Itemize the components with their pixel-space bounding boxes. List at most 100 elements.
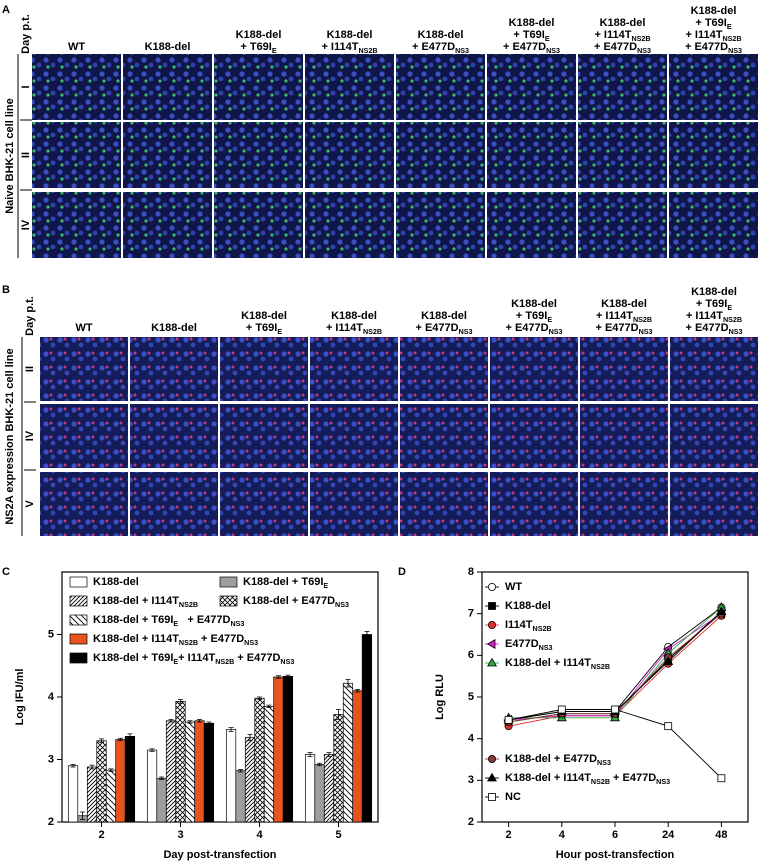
- legend-marker: [488, 602, 496, 610]
- micrograph: [669, 54, 758, 120]
- panel-letter: C: [2, 566, 10, 578]
- column-header-sub: E: [277, 328, 282, 336]
- column-header-part: K188-del: [600, 17, 646, 29]
- legend-label-part: + E477D: [610, 772, 656, 784]
- legend-hatch: [70, 596, 87, 606]
- column-header-sub: E: [545, 35, 550, 43]
- row-label: II: [20, 152, 32, 158]
- x-axis-title: Hour post-transfection: [556, 849, 675, 861]
- error-bar: [108, 768, 114, 772]
- column-header: + I114TNS2B: [685, 29, 741, 43]
- error-bar: [80, 811, 86, 820]
- column-header: K188-del: [691, 5, 737, 17]
- legend-label-part: + E477D: [198, 633, 244, 645]
- column-header-sub: NS2B: [722, 35, 741, 43]
- legend-label: K188-del + I114TNS2B + E477DNS3: [93, 633, 258, 647]
- column-header-sub: NS3: [459, 328, 473, 336]
- column-header-part: K188-del: [601, 298, 647, 310]
- micrograph: [123, 54, 212, 120]
- legend-swatch: [69, 633, 88, 645]
- legend-label-part: + I114T: [178, 652, 215, 664]
- x-tick-label: 4: [559, 829, 566, 841]
- micrograph: [578, 192, 667, 258]
- error-bar: [326, 752, 332, 757]
- micrograph: [32, 122, 121, 188]
- error-bar: [228, 727, 234, 732]
- micrograph: [490, 472, 578, 536]
- column-header: K188-del: [331, 310, 377, 322]
- micrograph: [130, 472, 218, 536]
- column-header: K188-del: [600, 17, 646, 29]
- column-header: K188-del: [327, 29, 373, 41]
- y-tick-label: 2: [468, 816, 474, 828]
- micrograph: [669, 122, 758, 188]
- column-header: WT: [75, 322, 92, 334]
- error-bar: [149, 748, 155, 752]
- column-header-sub: E: [727, 304, 732, 312]
- micrograph: [214, 192, 303, 258]
- micrograph: [578, 122, 667, 188]
- column-header-part: K188-del: [511, 298, 557, 310]
- micrograph: [305, 54, 394, 120]
- error-bar: [257, 696, 262, 700]
- column-header-part: + I114T: [321, 41, 358, 53]
- legend-label-part: K188-del + T69I: [93, 614, 173, 626]
- micrograph: [130, 337, 218, 401]
- column-header-part: WT: [68, 41, 85, 53]
- column-header-part: + T69I: [513, 29, 545, 41]
- legend-label-part: K188-del + I114T: [93, 595, 179, 607]
- bar: [146, 749, 158, 823]
- column-header: K188-del: [691, 286, 737, 298]
- legend-marker: [487, 583, 496, 592]
- column-header-part: K188-del: [418, 29, 464, 41]
- day-label: Day p.t.: [20, 14, 32, 54]
- micrograph: [396, 122, 485, 188]
- bar-hatch: [175, 701, 186, 822]
- row-label: IV: [20, 219, 32, 230]
- column-header-part: K188-del: [691, 286, 737, 298]
- marker: [664, 722, 673, 731]
- legend-label: K188-del: [505, 600, 551, 612]
- column-header-part: + I114T: [685, 29, 722, 41]
- column-header-part: + T69I: [516, 310, 548, 322]
- y-axis-title: Log IFU/ml: [14, 669, 26, 726]
- column-header-sub: NS2B: [633, 316, 652, 324]
- error-bar: [168, 719, 174, 723]
- error-bar: [117, 737, 123, 742]
- legend-label-sub: E: [173, 658, 178, 666]
- micrograph: [400, 337, 488, 401]
- legend-label: K188-del + E477DNS3: [505, 753, 611, 767]
- error-bar: [178, 699, 183, 704]
- column-header-part: + I114T: [594, 29, 631, 41]
- bar: [304, 754, 316, 823]
- y-tick-label: 4: [48, 691, 55, 703]
- bar: [67, 765, 79, 823]
- bar: [235, 770, 246, 823]
- legend-label-sub: NS3: [597, 759, 611, 767]
- micrograph: [490, 404, 578, 468]
- x-tick-label: 4: [256, 829, 263, 841]
- legend-label-sub: NS3: [280, 658, 294, 666]
- column-header: + E477DNS3: [505, 322, 562, 336]
- column-header-part: + T69I: [695, 17, 727, 29]
- column-header-part: + E477D: [685, 322, 728, 334]
- column-header: + T69IE: [513, 29, 550, 43]
- column-header: K188-del: [511, 298, 557, 310]
- legend-marker: [487, 657, 497, 667]
- legend-label-sub: NS3: [244, 639, 258, 647]
- panel-letter: B: [2, 284, 10, 296]
- legend-label: K188-del + T69IE + E477DNS3: [93, 614, 244, 628]
- error-bar: [247, 734, 253, 742]
- column-header-sub: NS2B: [723, 316, 742, 324]
- bar: [203, 722, 215, 823]
- column-header: + E477DNS3: [503, 41, 560, 55]
- micrograph: [130, 404, 218, 468]
- micrograph: [670, 404, 758, 468]
- x-axis-title: Day post-transfection: [163, 849, 276, 861]
- y-tick-label: 7: [468, 608, 474, 620]
- column-header-part: K188-del: [236, 29, 282, 41]
- legend-label: E477DNS3: [505, 638, 553, 652]
- error-bar: [159, 776, 165, 780]
- legend-label-part: K188-del + T69I: [93, 652, 173, 664]
